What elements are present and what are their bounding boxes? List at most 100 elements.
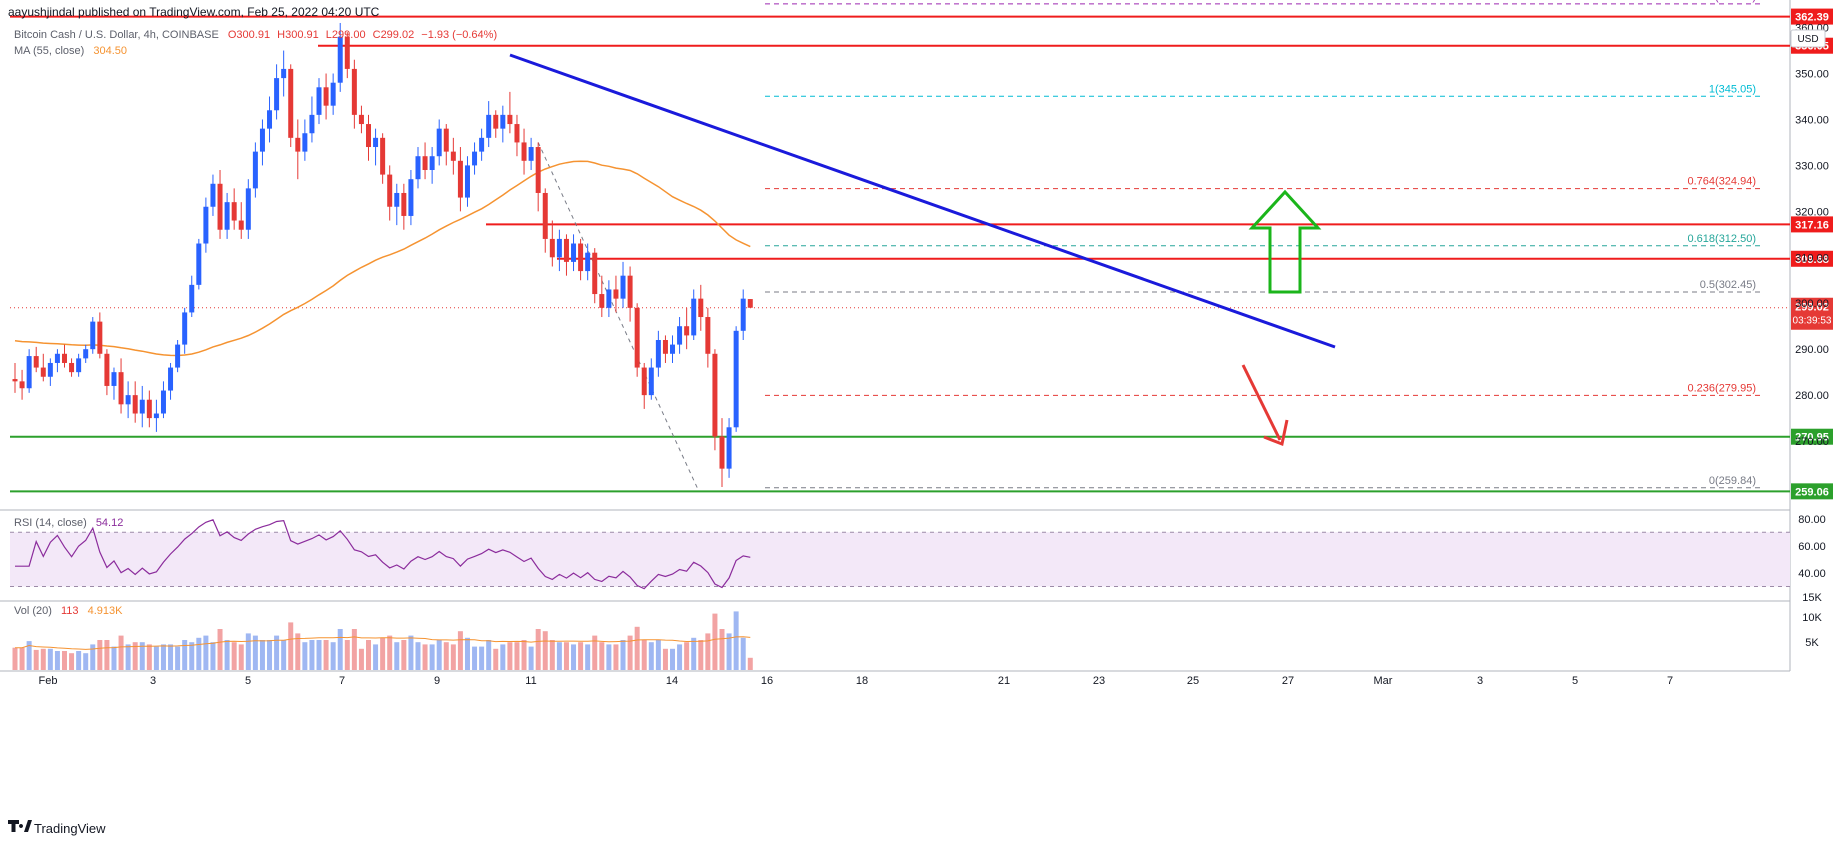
candle	[655, 330, 661, 377]
time-axis[interactable]: Feb 3 5 7 9 11 14 16 18 21 23 25 27 Mar 3 5 7	[39, 675, 1674, 687]
volume-bar	[380, 637, 386, 670]
candle-body	[111, 372, 117, 386]
currency-badge[interactable]: USD	[1790, 29, 1826, 48]
candle	[521, 128, 527, 175]
volume-bar	[69, 653, 75, 670]
volume-bar	[415, 642, 421, 670]
price-tick: 350.00	[1795, 69, 1829, 81]
candle	[684, 307, 690, 350]
open-value: O300.91	[228, 29, 270, 41]
volume-bar	[210, 642, 216, 670]
candle-body	[217, 183, 223, 230]
price-tick: 290.00	[1795, 344, 1829, 356]
candle	[613, 275, 619, 313]
candle	[90, 317, 96, 354]
candle	[507, 91, 513, 134]
resistance-badge	[1791, 250, 1833, 267]
candle-body	[189, 284, 195, 313]
candle	[104, 349, 110, 396]
time-tick: 11	[525, 675, 536, 687]
volume-bar	[542, 631, 548, 670]
time-tick: 21	[998, 675, 1010, 687]
candle	[210, 174, 216, 216]
candle	[556, 229, 562, 272]
price-axis[interactable]: 270.00 280.00 290.00 300.00 310.00 320.00 330.…	[1795, 23, 1829, 649]
candle-body	[563, 238, 569, 262]
candle-body	[691, 298, 697, 336]
support-badge-label: 259.06	[1795, 486, 1829, 498]
candle	[175, 340, 181, 373]
candle-body	[747, 299, 753, 308]
candle	[599, 275, 605, 318]
volume-bar	[153, 646, 159, 670]
time-tick: 5	[245, 675, 251, 687]
candle-body	[592, 252, 598, 295]
price-tick: 340.00	[1795, 114, 1829, 126]
rsi-pane[interactable]	[10, 519, 1790, 590]
candle	[47, 358, 53, 386]
candle	[726, 418, 732, 478]
candle-body	[677, 326, 683, 345]
candle	[528, 137, 534, 170]
candles[interactable]	[12, 22, 753, 488]
candle	[203, 197, 209, 253]
volume-bar	[358, 648, 364, 670]
vol-label: Vol (20)	[14, 605, 52, 617]
volume-bar	[719, 629, 725, 670]
candle	[139, 385, 145, 428]
volume-bar	[677, 644, 683, 670]
volume-pane[interactable]	[12, 611, 753, 670]
price-tick: 320.00	[1795, 206, 1829, 218]
candle	[19, 369, 25, 400]
volume-bar	[337, 629, 343, 670]
volume-bar	[634, 626, 640, 670]
candle	[168, 362, 174, 400]
last-price-badge	[1791, 297, 1833, 330]
rsi-band	[10, 532, 1790, 587]
candle	[316, 78, 322, 125]
candle-body	[705, 317, 711, 354]
candle-body	[599, 294, 605, 308]
candle-body	[571, 243, 577, 262]
candle	[457, 147, 463, 212]
resistance-badge	[1791, 8, 1833, 25]
volume-bar	[267, 640, 273, 670]
candle	[366, 114, 371, 161]
fib-label: 0.618(312.50)	[1688, 233, 1757, 245]
volume-bar	[698, 640, 704, 670]
tradingview-logo[interactable]: TradingView	[8, 820, 106, 836]
candle	[472, 142, 478, 175]
volume-bar	[281, 640, 287, 670]
candle-body	[69, 362, 75, 373]
candle-body	[358, 114, 364, 125]
candle-body	[76, 358, 82, 373]
candle	[295, 119, 301, 180]
candle	[252, 142, 258, 198]
candle	[69, 358, 75, 377]
candle-body	[373, 137, 379, 148]
candle	[712, 349, 718, 451]
candle-body	[585, 252, 591, 272]
symbol-name: Bitcoin Cash / U.S. Dollar, 4h, COINBASE	[14, 29, 219, 41]
volume-bar	[747, 657, 753, 670]
candle	[387, 165, 393, 221]
volume-bar	[76, 651, 82, 670]
candle	[182, 307, 188, 354]
candle-body	[54, 353, 60, 363]
candle	[705, 307, 711, 368]
candle	[330, 73, 336, 115]
time-tick: 3	[1477, 675, 1483, 687]
volume-bar	[486, 640, 492, 670]
support-badge-label: 270.95	[1795, 432, 1829, 444]
volume-bar	[627, 635, 633, 670]
candle-body	[40, 367, 46, 377]
volume-bar	[592, 635, 598, 670]
resistance-badge-label: 362.39	[1795, 12, 1829, 24]
time-tick: 3	[150, 675, 156, 687]
candle-body	[422, 156, 428, 170]
trendline[interactable]	[509, 53, 1336, 349]
resistance-badge	[1791, 216, 1833, 233]
volume-bar	[224, 640, 230, 670]
candle	[634, 303, 640, 377]
